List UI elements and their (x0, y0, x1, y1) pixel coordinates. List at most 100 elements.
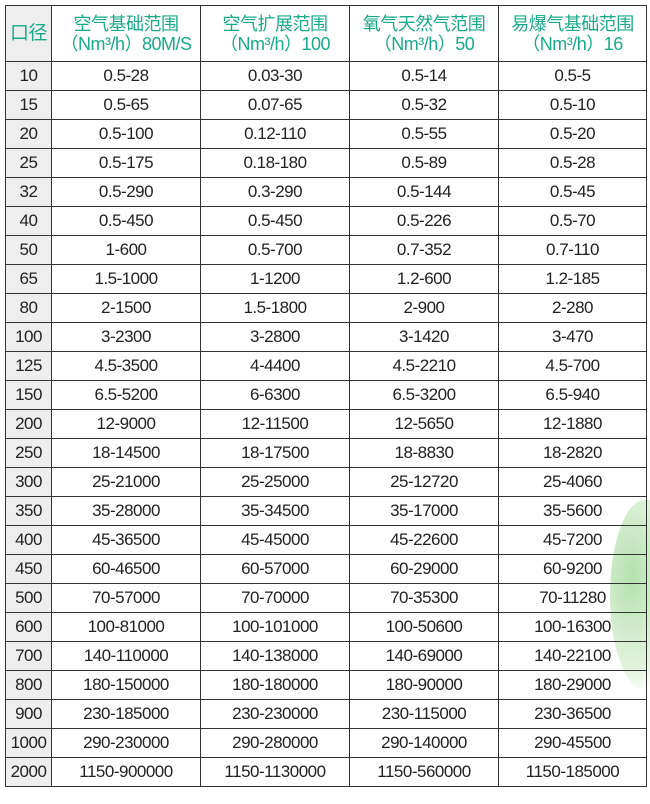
oxygen-gas-cell: 25-12720 (349, 467, 499, 497)
air-basic-cell: 180-150000 (51, 670, 201, 700)
air-basic-cell: 0.5-28 (51, 61, 201, 91)
explosive-gas-cell: 0.5-5 (498, 61, 647, 91)
explosive-gas-cell: 12-1880 (498, 409, 647, 439)
diameter-cell: 50 (5, 235, 52, 265)
air-basic-cell: 0.5-65 (51, 90, 201, 120)
oxygen-gas-cell: 3-1420 (349, 322, 499, 352)
table-row: 40 0.5-450 0.5-450 0.5-226 0.5-70 (5, 206, 647, 236)
table-row: 400 45-36500 45-45000 45-22600 45-7200 (5, 525, 647, 555)
oxygen-gas-cell: 100-50600 (349, 612, 499, 642)
table-row: 200 12-9000 12-11500 12-5650 12-1880 (5, 409, 647, 439)
explosive-gas-cell: 3-470 (498, 322, 647, 352)
air-basic-cell: 12-9000 (51, 409, 201, 439)
header-air-basic: 空气基础范围 （Nm³/h）80M/S (51, 5, 201, 62)
explosive-gas-cell: 1150-185000 (498, 757, 647, 787)
air-basic-cell: 18-14500 (51, 438, 201, 468)
air-extended-cell: 1-1200 (200, 264, 350, 294)
explosive-gas-cell: 0.7-110 (498, 235, 647, 265)
air-extended-cell: 290-280000 (200, 728, 350, 758)
oxygen-gas-cell: 0.5-144 (349, 177, 499, 207)
diameter-cell: 125 (5, 351, 52, 381)
diameter-cell: 40 (5, 206, 52, 236)
air-extended-cell: 100-101000 (200, 612, 350, 642)
table-row: 450 60-46500 60-57000 60-29000 60-9200 (5, 554, 647, 584)
air-extended-cell: 3-2800 (200, 322, 350, 352)
oxygen-gas-cell: 0.5-89 (349, 148, 499, 178)
table-row: 65 1.5-1000 1-1200 1.2-600 1.2-185 (5, 264, 647, 294)
oxygen-gas-cell: 4.5-2210 (349, 351, 499, 381)
oxygen-gas-cell: 12-5650 (349, 409, 499, 439)
diameter-cell: 150 (5, 380, 52, 410)
air-basic-cell: 45-36500 (51, 525, 201, 555)
header-label: 口径 (9, 22, 48, 44)
oxygen-gas-cell: 2-900 (349, 293, 499, 323)
air-basic-cell: 6.5-5200 (51, 380, 201, 410)
oxygen-gas-cell: 6.5-3200 (349, 380, 499, 410)
air-extended-cell: 0.12-110 (200, 119, 350, 149)
air-extended-cell: 140-138000 (200, 641, 350, 671)
diameter-cell: 250 (5, 438, 52, 468)
air-basic-cell: 290-230000 (51, 728, 201, 758)
air-extended-cell: 70-70000 (200, 583, 350, 613)
diameter-cell: 400 (5, 525, 52, 555)
table-row: 10 0.5-28 0.03-30 0.5-14 0.5-5 (5, 61, 647, 91)
air-extended-cell: 60-57000 (200, 554, 350, 584)
explosive-gas-cell: 100-16300 (498, 612, 647, 642)
air-extended-cell: 0.3-290 (200, 177, 350, 207)
table-row: 300 25-21000 25-25000 25-12720 25-4060 (5, 467, 647, 497)
header-unit: （Nm³/h）16 (522, 33, 623, 54)
header-label: 空气基础范围 (73, 13, 180, 34)
table-body: 10 0.5-28 0.03-30 0.5-14 0.5-5 15 0.5-65 0.07-6… (5, 61, 647, 787)
header-explosive-gas: 易爆气基础范围 （Nm³/h）16 (498, 5, 647, 62)
explosive-gas-cell: 2-280 (498, 293, 647, 323)
air-extended-cell: 180-180000 (200, 670, 350, 700)
oxygen-gas-cell: 0.5-55 (349, 119, 499, 149)
explosive-gas-cell: 180-29000 (498, 670, 647, 700)
oxygen-gas-cell: 0.5-32 (349, 90, 499, 120)
table-row: 800 180-150000 180-180000 180-90000 180-2900… (5, 670, 647, 700)
header-label: 空气扩展范围 (222, 13, 329, 34)
diameter-cell: 300 (5, 467, 52, 497)
oxygen-gas-cell: 0.5-226 (349, 206, 499, 236)
explosive-gas-cell: 140-22100 (498, 641, 647, 671)
table-row: 500 70-57000 70-70000 70-35300 70-11280 (5, 583, 647, 613)
oxygen-gas-cell: 180-90000 (349, 670, 499, 700)
diameter-cell: 450 (5, 554, 52, 584)
diameter-cell: 1000 (5, 728, 52, 758)
air-extended-cell: 4-4400 (200, 351, 350, 381)
diameter-cell: 350 (5, 496, 52, 526)
header-unit: （Nm³/h）100 (219, 33, 331, 54)
explosive-gas-cell: 0.5-45 (498, 177, 647, 207)
diameter-cell: 15 (5, 90, 52, 120)
diameter-cell: 2000 (5, 757, 52, 787)
table-row: 32 0.5-290 0.3-290 0.5-144 0.5-45 (5, 177, 647, 207)
oxygen-gas-cell: 1150-560000 (349, 757, 499, 787)
header-label: 氧气天然气范围 (362, 13, 486, 34)
air-basic-cell: 1.5-1000 (51, 264, 201, 294)
air-extended-cell: 1.5-1800 (200, 293, 350, 323)
air-extended-cell: 6-6300 (200, 380, 350, 410)
explosive-gas-cell: 6.5-940 (498, 380, 647, 410)
explosive-gas-cell: 0.5-28 (498, 148, 647, 178)
air-basic-cell: 35-28000 (51, 496, 201, 526)
air-basic-cell: 0.5-175 (51, 148, 201, 178)
explosive-gas-cell: 70-11280 (498, 583, 647, 613)
diameter-cell: 65 (5, 264, 52, 294)
header-diameter: 口径 (5, 5, 52, 62)
header-row: 口径 空气基础范围 （Nm³/h）80M/S 空气扩展范围 （Nm³/h）100 氧… (5, 5, 647, 62)
diameter-cell: 500 (5, 583, 52, 613)
air-basic-cell: 1150-900000 (51, 757, 201, 787)
table-row: 900 230-185000 230-230000 230-115000 230-365… (5, 699, 647, 729)
air-extended-cell: 0.18-180 (200, 148, 350, 178)
table-row: 25 0.5-175 0.18-180 0.5-89 0.5-28 (5, 148, 647, 178)
oxygen-gas-cell: 290-140000 (349, 728, 499, 758)
header-unit: （Nm³/h）80M/S (60, 33, 192, 54)
oxygen-gas-cell: 230-115000 (349, 699, 499, 729)
diameter-cell: 700 (5, 641, 52, 671)
diameter-cell: 25 (5, 148, 52, 178)
explosive-gas-cell: 0.5-20 (498, 119, 647, 149)
air-extended-cell: 0.03-30 (200, 61, 350, 91)
oxygen-gas-cell: 0.7-352 (349, 235, 499, 265)
diameter-cell: 100 (5, 322, 52, 352)
table-row: 20 0.5-100 0.12-110 0.5-55 0.5-20 (5, 119, 647, 149)
